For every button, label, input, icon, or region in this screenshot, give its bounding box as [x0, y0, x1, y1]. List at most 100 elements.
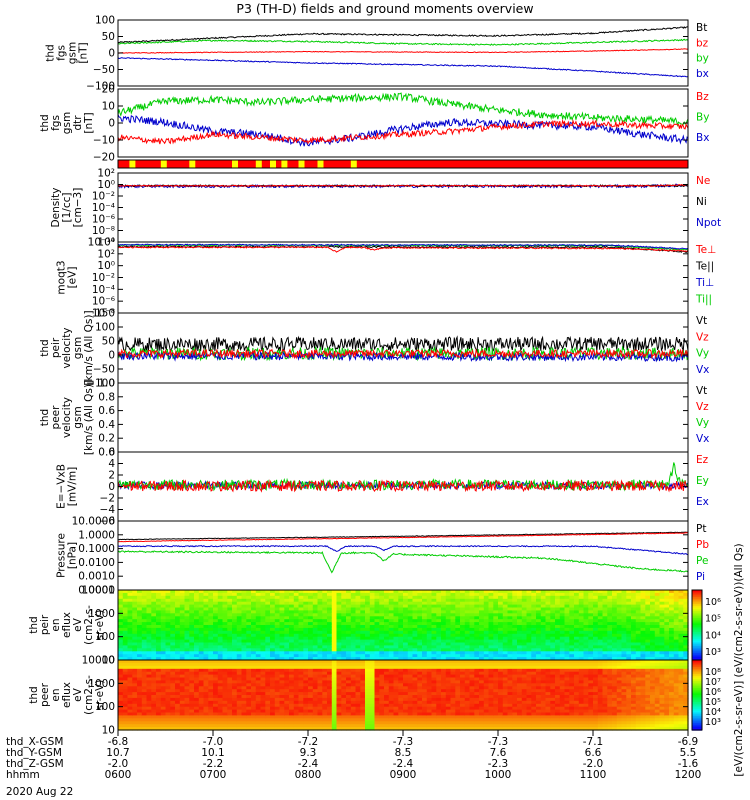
y-axis-label-line: [nT] — [83, 112, 95, 133]
spectrogram-cell — [555, 595, 561, 600]
spectrogram-cell — [222, 712, 228, 716]
spectrogram-cell — [227, 665, 233, 670]
spectrogram-cell — [488, 616, 494, 620]
spectrogram-cell — [308, 601, 314, 606]
spectrogram-cell — [578, 604, 585, 609]
spectrogram-cell — [678, 610, 684, 614]
spectrogram-cell — [536, 607, 542, 611]
spectrogram-cell — [360, 686, 366, 690]
spectrogram-cell — [127, 665, 133, 670]
spectrogram-cell — [289, 639, 295, 644]
spectrogram-cell — [355, 668, 361, 673]
spectrogram-cell — [612, 633, 618, 638]
spectrogram-cell — [289, 665, 295, 670]
spectrogram-cell — [289, 683, 295, 687]
spectrogram-cell — [455, 712, 461, 716]
spectrogram-cell — [122, 697, 129, 702]
spectrogram-cell — [322, 616, 328, 620]
spectrogram-cell — [555, 598, 561, 603]
spectrogram-cell — [369, 709, 376, 714]
spectrogram-cell — [355, 616, 361, 620]
spectrogram-cell — [583, 625, 589, 629]
spectrogram-cell — [384, 601, 390, 606]
spectrogram-cell — [203, 630, 209, 635]
spectrogram-cell — [616, 619, 623, 623]
spectrogram-cell — [474, 662, 480, 667]
series-bt-line — [117, 26, 689, 44]
spectrogram-cell — [574, 627, 580, 632]
spectrogram-cell — [165, 700, 171, 705]
spectrogram-cell — [550, 639, 556, 644]
spectrogram-cell — [540, 601, 547, 606]
spectrogram-cell — [578, 639, 585, 644]
spectrogram-cell — [417, 610, 423, 614]
spectrogram-cell — [127, 715, 133, 719]
spectrogram-cell — [122, 651, 129, 655]
spectrogram-cell — [360, 595, 366, 600]
spectrogram-cell — [365, 651, 371, 655]
spectrogram-cell — [407, 721, 414, 725]
spectrogram-cell — [521, 598, 528, 603]
spectrogram-cell — [360, 689, 366, 693]
spectrogram-cell — [521, 645, 528, 649]
spectrogram-cell — [659, 627, 665, 632]
spectrogram-cell — [331, 709, 338, 714]
spectrogram-cell — [483, 627, 490, 632]
spectrogram-cell — [669, 595, 675, 600]
spectrogram-cell — [341, 677, 347, 681]
spectrogram-cell — [184, 636, 190, 641]
spectrogram-cell — [540, 642, 547, 646]
spectrogram-cell — [564, 651, 570, 655]
spectrogram-cell — [194, 712, 200, 716]
spectrogram-cell — [198, 665, 205, 670]
spectrogram-cell — [260, 677, 266, 681]
spectrogram-cell — [327, 651, 333, 655]
spectrogram-cell — [327, 639, 333, 644]
spectrogram-cell — [355, 633, 361, 638]
spectrogram-cell — [678, 633, 684, 638]
spectrogram-cell — [407, 724, 414, 728]
spectrogram-cell — [189, 657, 195, 661]
spectrogram-cell — [146, 700, 152, 705]
spectrogram-cell — [369, 680, 376, 684]
spectrogram-cell — [607, 633, 613, 638]
spectrogram-cell — [170, 604, 176, 609]
spectrogram-cell — [156, 668, 162, 673]
spectrogram-cell — [175, 616, 181, 620]
spectrogram-cell — [217, 627, 224, 632]
spectrogram-cell — [331, 686, 338, 690]
spectrogram-cell — [583, 604, 589, 609]
spectrogram-cell — [350, 604, 357, 609]
spectrogram-cell — [227, 645, 233, 649]
spectrogram-cell — [317, 718, 323, 722]
spectrogram-cell — [550, 604, 556, 609]
spectrogram-cell — [683, 604, 689, 609]
spectrogram-cell — [118, 625, 124, 629]
spectrogram-cell — [255, 595, 262, 600]
spectrogram-cell — [184, 590, 190, 594]
spectrogram-cell — [650, 607, 656, 611]
spectrogram-cell — [246, 633, 252, 638]
spectrogram-cell — [683, 654, 689, 658]
spectrogram-cell — [597, 642, 604, 646]
y-tick-label: 0.0010 — [78, 571, 115, 583]
spectrogram-cell — [602, 595, 608, 600]
spectrogram-cell — [213, 718, 219, 722]
spectrogram-cell — [146, 645, 152, 649]
spectrogram-cell — [170, 709, 176, 714]
spectrogram-cell — [616, 654, 623, 658]
spectrogram-cell — [450, 695, 456, 699]
spectrogram-cell — [232, 651, 238, 655]
spectrogram-cell — [236, 709, 243, 714]
spectrogram-cell — [279, 645, 285, 649]
spectrogram-cell — [412, 610, 418, 614]
spectrogram-cell — [265, 648, 271, 652]
spectrogram-cell — [308, 677, 314, 681]
spectrogram-cell — [626, 639, 632, 644]
spectrogram-cell — [346, 721, 352, 725]
spectrogram-cell — [289, 645, 295, 649]
y-tick-label: 10⁻⁴ — [92, 202, 115, 214]
spectrogram-cell — [412, 660, 418, 664]
spectrogram-cell — [255, 686, 262, 690]
